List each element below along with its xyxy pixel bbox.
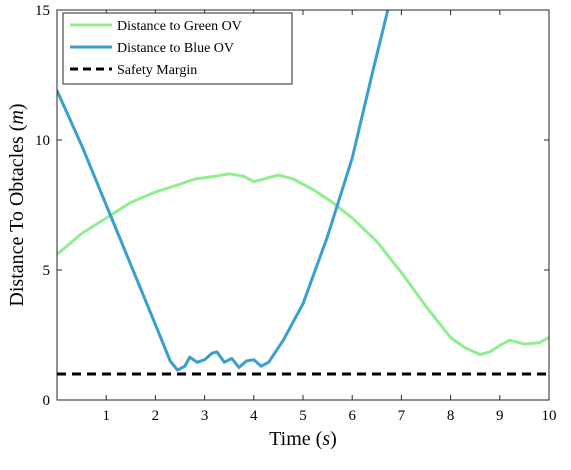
x-tick-label: 6 [348, 408, 356, 424]
legend: Distance to Green OV Distance to Blue OV S… [62, 12, 293, 85]
x-tick-label: 8 [447, 408, 455, 424]
y-tick-label: 10 [35, 133, 50, 149]
x-tick-label: 1 [102, 408, 110, 424]
legend-label-safety-margin: Safety Margin [117, 63, 197, 78]
x-tick-label: 2 [152, 408, 160, 424]
y-axis: 0 5 10 15 [35, 3, 549, 409]
y-tick-label: 5 [43, 263, 51, 279]
series-line-distance-to-blue-ov [57, 10, 390, 372]
x-axis-unit: s [322, 428, 330, 450]
x-tick-label: 4 [250, 408, 258, 424]
y-axis-unit: m [6, 110, 28, 124]
legend-label-distance-to-green-ov: Distance to Green OV [117, 19, 242, 34]
legend-label-distance-to-blue-ov: Distance to Blue OV [117, 41, 234, 56]
y-tick-label: 15 [35, 3, 50, 19]
plot-area [57, 10, 549, 376]
x-tick-label: 7 [398, 408, 406, 424]
x-axis-label: Time (s) [269, 428, 337, 450]
y-axis-label: Distance To Obtacles (m) [6, 103, 28, 306]
x-tick-label: 3 [201, 408, 209, 424]
x-axis: 1 2 3 4 5 6 7 8 9 10 [102, 10, 557, 424]
x-tick-label: 9 [496, 408, 504, 424]
y-tick-label: 0 [43, 393, 51, 409]
x-tick-label: 5 [299, 408, 307, 424]
x-tick-label: 10 [542, 408, 557, 424]
series-line-distance-to-green-ov [57, 172, 549, 356]
